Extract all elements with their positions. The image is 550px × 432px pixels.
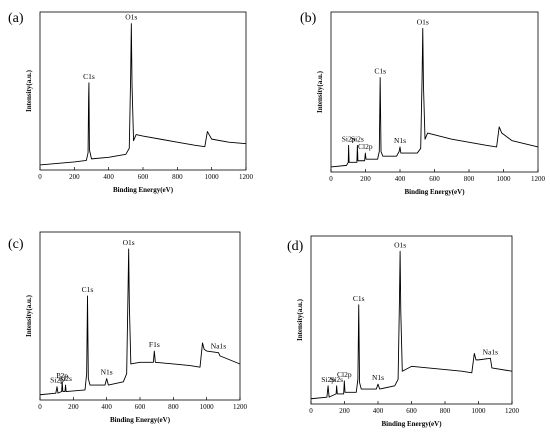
x-tick-label: 1200 [531, 175, 546, 183]
x-tick-label: 600 [135, 403, 146, 411]
x-tick-label: 600 [406, 407, 417, 415]
peak-label: Cl2p [337, 370, 352, 379]
x-tick-label: 800 [440, 407, 451, 415]
panel-label: (c) [8, 237, 24, 252]
panel-label: (d) [287, 239, 304, 254]
x-axis-title: Binding Energy(eV) [404, 188, 465, 196]
peak-label: Si2p [321, 375, 335, 384]
peak-label: Cl2p [358, 142, 373, 151]
x-tick-label: 1000 [205, 173, 220, 181]
x-axis-title: Binding Energy(eV) [381, 420, 442, 428]
peak-label: Si2p [50, 376, 64, 385]
peak-label: F1s [149, 340, 160, 349]
x-tick-label: 400 [103, 173, 114, 181]
x-tick-label: 1000 [472, 407, 487, 415]
x-axis-title: Binding Energy(eV) [113, 186, 174, 194]
peak-label: N1s [101, 368, 113, 377]
plot-frame [39, 11, 247, 171]
y-axis-title: Intensity(a.u.) [25, 69, 33, 112]
x-tick-label: 200 [360, 175, 371, 183]
x-tick-label: 1000 [497, 175, 512, 183]
peak-label: Si2s [330, 375, 343, 384]
x-tick-label: 0 [38, 173, 42, 181]
spectrum-line [39, 248, 241, 396]
peak-label: C1s [353, 294, 365, 303]
y-axis-title: Intensity(a.u.) [316, 70, 324, 113]
x-tick-label: 1200 [233, 403, 248, 411]
peak-label: Na1s [211, 342, 226, 351]
x-tick-label: 800 [172, 173, 183, 181]
x-tick-label: 800 [168, 403, 179, 411]
x-tick-label: 800 [464, 175, 475, 183]
peak-label: Si2s [59, 374, 72, 383]
spectrum-line [330, 27, 539, 168]
y-axis-title: Intensity(a.u.) [25, 294, 33, 337]
x-tick-label: 200 [68, 403, 79, 411]
x-tick-label: 600 [429, 175, 440, 183]
x-tick-label: 400 [101, 403, 112, 411]
panel-c: 0 200 400 600 800 1000 1200 Binding Energy(eV) I… [8, 231, 248, 424]
x-tick-label: 0 [329, 175, 333, 183]
peak-label: C1s [82, 285, 94, 294]
peak-label: Si2p [342, 134, 356, 143]
panel-a: 0 200 400 600 800 1000 1200 Binding Energy(eV) I… [8, 11, 254, 194]
peak-label: O1s [394, 240, 406, 249]
x-tick-label: 1200 [505, 407, 520, 415]
x-tick-label: 1000 [200, 403, 215, 411]
x-tick-label: 0 [38, 403, 42, 411]
peak-label: Si2s [351, 134, 364, 143]
panel-d: 0 200 400 600 800 1000 1200 Binding Energy(eV) I… [287, 235, 520, 428]
peak-label: O1s [123, 238, 135, 247]
x-tick-label: 600 [138, 173, 149, 181]
y-axis-title: Intensity(a.u.) [296, 298, 304, 341]
peak-label: O1s [125, 13, 137, 22]
peak-label: P2p [56, 371, 68, 380]
spectrum-line [39, 23, 247, 166]
x-tick-label: 200 [69, 173, 80, 181]
x-tick-label: 0 [309, 407, 313, 415]
panel-label: (b) [300, 11, 317, 26]
x-tick-label: 200 [339, 407, 350, 415]
x-axis-title: Binding Energy(eV) [110, 416, 171, 424]
x-tick-label: 400 [373, 407, 384, 415]
panel-label: (a) [8, 11, 24, 26]
peak-label: N1s [394, 136, 406, 145]
x-tick-label: 400 [395, 175, 406, 183]
panel-b: 0 200 400 600 800 1000 1200 Binding Energy(eV) I… [300, 11, 546, 196]
x-tick-label: 1200 [239, 173, 254, 181]
peak-label: O1s [417, 17, 429, 26]
peak-label: C1s [374, 67, 386, 76]
peak-label: C1s [83, 72, 95, 81]
peak-label: Na1s [483, 347, 498, 356]
spectrum-line [310, 250, 513, 400]
peak-label: N1s [372, 373, 384, 382]
